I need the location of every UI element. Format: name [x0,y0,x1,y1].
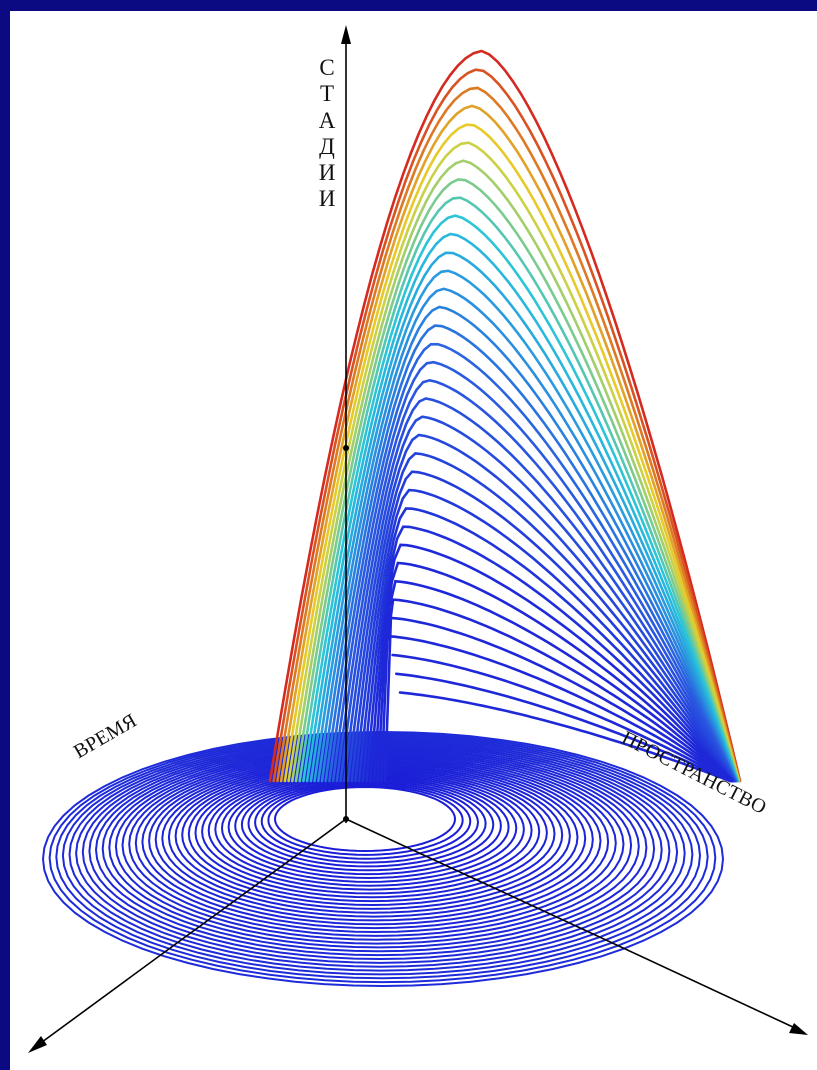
spiral-curve [291,159,740,783]
vortex-ring [94,743,663,957]
spiral-curve [313,269,738,783]
vortex-ring [55,734,709,980]
spiral-diagram [28,25,808,1053]
spiral-curve [339,397,736,783]
spiral-curve [317,287,738,783]
vortex-ring [154,757,594,922]
spiral-curves [41,49,742,988]
spiral-curve [305,232,739,783]
vertical-axis-arrowhead [341,25,351,44]
spiral-curve [294,178,740,783]
vortex-ring [101,745,656,953]
spiral-curve [395,672,732,783]
vortex-ring [181,763,564,907]
vortex-ring [88,741,671,961]
vortex-ring [214,771,525,887]
vortex-ring [201,768,541,895]
stages-axis-letter: Д [319,133,335,159]
spiral-curve [302,214,739,783]
vortex-ring [48,732,717,984]
vortex-ring [121,749,633,941]
vortex-ring [174,762,571,910]
stages-axis-letter: С [319,55,335,80]
space-axis [345,818,796,1029]
spiral-curve [324,324,737,783]
vortex-ring [194,767,548,899]
stages-axis-letter: И [318,186,336,212]
vortex-ring [260,782,472,860]
vortex-ring [68,737,694,972]
spiral-curve [276,86,741,783]
vortex-ring [267,784,464,856]
spiral-curve [361,507,735,783]
spiral-curve [354,470,735,783]
axes [28,25,808,1053]
vortex-ring [273,785,456,853]
spiral-curve [343,415,736,783]
spiral-curve [369,543,734,783]
vortex-ring [128,751,625,937]
vortex-ring [108,746,648,949]
spiral-curve [328,342,737,783]
vortex-ring [187,765,556,903]
origin-point [343,816,349,822]
time-axis-arrowhead [28,1036,47,1053]
vortex-ring [161,759,587,918]
stages-axis-letter: Т [319,81,335,107]
vertical-axis-marker [343,445,349,451]
stages-axis-letter: И [318,160,336,186]
spiral-curve [365,525,734,783]
spiral-curve [279,104,741,783]
spiral-curve [309,251,739,783]
spiral-curve [383,616,733,783]
spiral-curve [398,691,732,783]
spiral-curve [372,561,734,783]
spiral-curve [346,433,736,783]
time-axis [37,818,347,1046]
spiral-curve [320,305,738,783]
spiral-curve [287,141,740,783]
spiral-curve [283,123,741,783]
vortex-ring [61,735,701,976]
stages-axis-letter: А [318,107,336,133]
vortex-ring [247,779,487,868]
vortex-ring [134,752,617,934]
spiral-curve [376,579,733,783]
vortex-ring [41,730,724,988]
spiral-curve [268,49,742,783]
spiral-curve [391,653,732,783]
vortex-ring [254,781,479,864]
vortex-ring [75,738,686,968]
vortex-ring [114,748,640,945]
vortex-ring [167,760,579,914]
spiral-curve [331,360,737,783]
vortex-ring [234,776,502,876]
spiral-curve [380,598,733,783]
spiral-curve [350,452,735,783]
spiral-curve [357,488,735,783]
spiral-curve [387,635,733,783]
vortex-ring [227,774,510,880]
vortex-ring [207,770,533,891]
spiral-curve [335,378,737,783]
vortex-ring [141,754,610,930]
vortex-ring [240,778,495,872]
vortex-ring [81,740,679,964]
space-axis-arrowhead [789,1023,808,1035]
spiral-curve [298,196,739,783]
vortex-ring [220,773,518,883]
vortex-ring [148,756,602,926]
spiral-curve [272,68,741,783]
